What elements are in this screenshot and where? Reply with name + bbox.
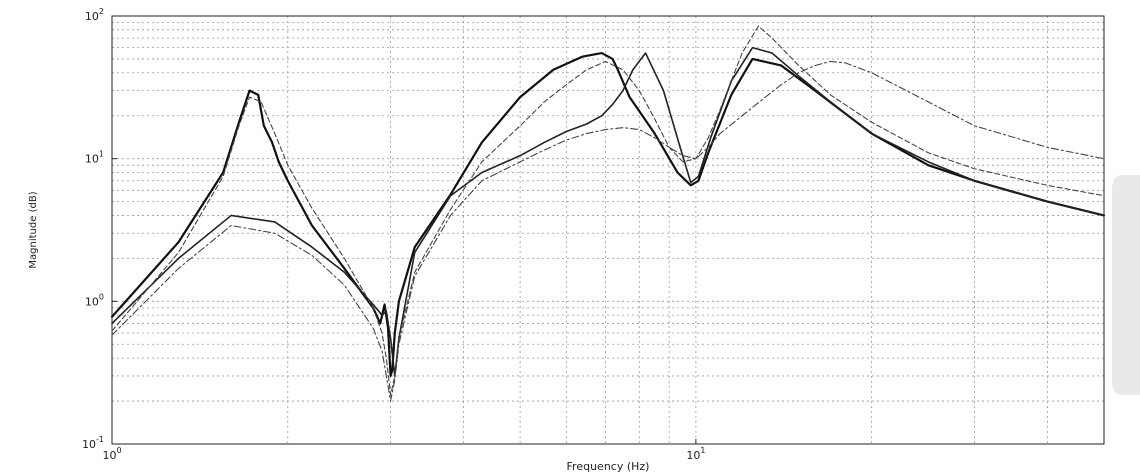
y-tick-label: 10-1 bbox=[82, 435, 104, 451]
y-tick-label: 102 bbox=[85, 7, 104, 23]
series-line-3 bbox=[111, 25, 1105, 396]
plot-frame bbox=[111, 15, 1105, 445]
x-axis-label: Frequency (Hz) bbox=[567, 460, 650, 473]
x-tick-label: 101 bbox=[686, 446, 705, 462]
y-axis-label: Magnitude (dB) bbox=[28, 191, 39, 268]
x-tick-label: 100 bbox=[102, 446, 121, 462]
y-tick-label: 100 bbox=[85, 292, 104, 308]
series-line-1 bbox=[110, 51, 1106, 378]
series-line-4 bbox=[111, 60, 1105, 402]
series-line-2 bbox=[111, 46, 1105, 377]
y-tick-label: 101 bbox=[85, 150, 104, 166]
grid-lines bbox=[112, 16, 1104, 444]
series-lines bbox=[110, 25, 1106, 402]
